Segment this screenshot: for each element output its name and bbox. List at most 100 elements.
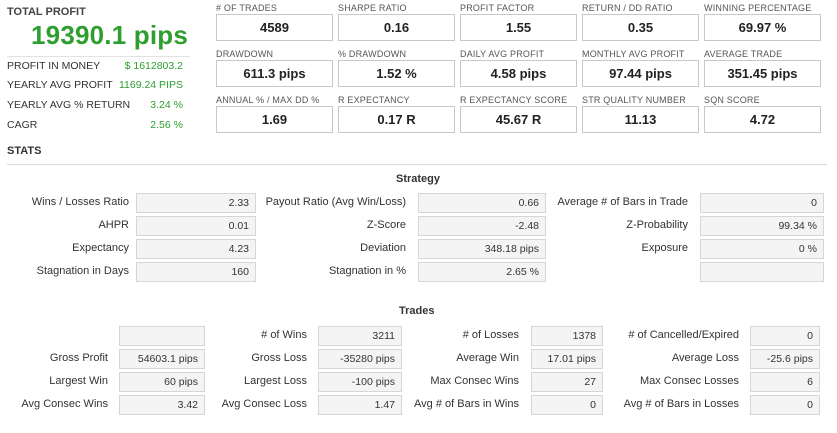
metric-value: 11.13 [582,106,699,133]
metric-value: 97.44 pips [582,60,699,87]
metric-value: 1.69 [216,106,333,133]
metric-label: DAILY AVG PROFIT [460,49,545,59]
metric-return-dd-ratio: RETURN / DD RATIO 0.35 [582,0,699,42]
strategy-label: Expectancy [72,242,129,254]
trades-value: 0 [750,395,820,415]
trades-value: 27 [531,372,603,392]
strategy-section-title: Strategy [396,173,441,185]
metric-value: 45.67 R [460,106,577,133]
trades-label: Max Consec Wins [430,375,519,387]
metric-profit-factor: PROFIT FACTOR 1.55 [460,0,577,42]
trades-value [119,326,205,346]
summary-divider [7,56,190,57]
metric-value: 0.16 [338,14,455,41]
trades-label: Largest Win [49,375,108,387]
summary-value: 2.56 % [150,119,183,131]
strategy-value: 2.33 [136,193,256,213]
stats-title: STATS [7,145,42,157]
strategy-value: 348.18 pips [418,239,546,259]
trades-value: -100 pips [318,372,402,392]
trades-label: Avg # of Bars in Wins [414,398,519,410]
metric-value: 4.72 [704,106,821,133]
metric-label: MONTHLY AVG PROFIT [582,49,685,59]
trades-value: -35280 pips [318,349,402,369]
trades-section-title: Trades [399,305,435,317]
metric-label: PROFIT FACTOR [460,3,535,13]
metric-annual-max-dd: ANNUAL % / MAX DD % 1.69 [216,92,333,134]
stats-divider [7,164,827,165]
metric-value: 611.3 pips [216,60,333,87]
metric-label: SQN SCORE [704,95,760,105]
strategy-value: 4.23 [136,239,256,259]
metric-label: ANNUAL % / MAX DD % [216,95,320,105]
total-profit-label: TOTAL PROFIT [7,6,86,18]
metric-label: R EXPECTANCY SCORE [460,95,568,105]
metric-label: R EXPECTANCY [338,95,410,105]
strategy-label: Exposure [641,242,688,254]
metric-label: AVERAGE TRADE [704,49,783,59]
trades-label: Average Win [456,352,519,364]
metric-value: 1.52 % [338,60,455,87]
strategy-value: 0 [700,193,824,213]
trades-value: 17.01 pips [531,349,603,369]
metric-daily-avg-profit: DAILY AVG PROFIT 4.58 pips [460,46,577,88]
trades-value: -25.6 pips [750,349,820,369]
trades-label: Max Consec Losses [639,375,739,387]
summary-row-cagr: CAGR 2.56 % [7,119,183,135]
summary-label: PROFIT IN MONEY [7,60,101,72]
trades-value: 0 [750,326,820,346]
summary-row-yearly-return: YEARLY AVG % RETURN 3.24 % [7,99,183,115]
metric-label: SHARPE RATIO [338,3,407,13]
summary-label: YEARLY AVG % RETURN [7,99,131,111]
trades-label: Largest Loss [244,375,307,387]
trades-value: 0 [531,395,603,415]
summary-row-profit-money: PROFIT IN MONEY $ 1612803.2 [7,60,183,76]
strategy-value: 160 [136,262,256,282]
trades-label: Gross Loss [251,352,307,364]
trades-value: 1378 [531,326,603,346]
strategy-label: Payout Ratio (Avg Win/Loss) [265,196,406,208]
strategy-value [700,262,824,282]
strategy-value: 99.34 % [700,216,824,236]
metric-label: % DRAWDOWN [338,49,407,59]
trades-label: Avg # of Bars in Losses [623,398,739,410]
summary-value: $ 1612803.2 [124,60,183,72]
summary-value: 1169.24 PIPS [118,79,183,91]
summary-label: YEARLY AVG PROFIT [7,79,113,91]
metric-monthly-avg-profit: MONTHLY AVG PROFIT 97.44 pips [582,46,699,88]
strategy-label: Stagnation in Days [36,265,129,277]
trades-value: 60 pips [119,372,205,392]
trades-value: 3.42 [119,395,205,415]
metric-label: RETURN / DD RATIO [582,3,673,13]
metric-r-expectancy-score: R EXPECTANCY SCORE 45.67 R [460,92,577,134]
metric-average-trade: AVERAGE TRADE 351.45 pips [704,46,821,88]
strategy-label: Wins / Losses Ratio [31,196,129,208]
metric-label: STR QUALITY NUMBER [582,95,686,105]
metric-value: 0.17 R [338,106,455,133]
metric-label: WINNING PERCENTAGE [704,3,812,13]
total-profit-value: 19390.1 pips [31,20,189,50]
metric-value: 69.97 % [704,14,821,41]
trades-value: 3211 [318,326,402,346]
metric-drawdown: DRAWDOWN 611.3 pips [216,46,333,88]
trades-value: 6 [750,372,820,392]
summary-value: 3.24 % [150,99,183,111]
strategy-value: 2.65 % [418,262,546,282]
trades-value: 1.47 [318,395,402,415]
strategy-value: 0.66 [418,193,546,213]
metric-value: 4.58 pips [460,60,577,87]
strategy-value: 0 % [700,239,824,259]
trades-value: 54603.1 pips [119,349,205,369]
trades-label: # of Cancelled/Expired [628,329,739,341]
metric-winning-percentage: WINNING PERCENTAGE 69.97 % [704,0,821,42]
metric-label: # OF TRADES [216,3,278,13]
trades-label: Avg Consec Wins [21,398,108,410]
summary-label: CAGR [7,119,38,131]
trades-label: Gross Profit [49,352,108,364]
metric-percent-drawdown: % DRAWDOWN 1.52 % [338,46,455,88]
strategy-label: AHPR [98,219,129,231]
trades-label: Average Loss [671,352,739,364]
strategy-label: Deviation [360,242,406,254]
metric-value: 0.35 [582,14,699,41]
metric-label: DRAWDOWN [216,49,274,59]
